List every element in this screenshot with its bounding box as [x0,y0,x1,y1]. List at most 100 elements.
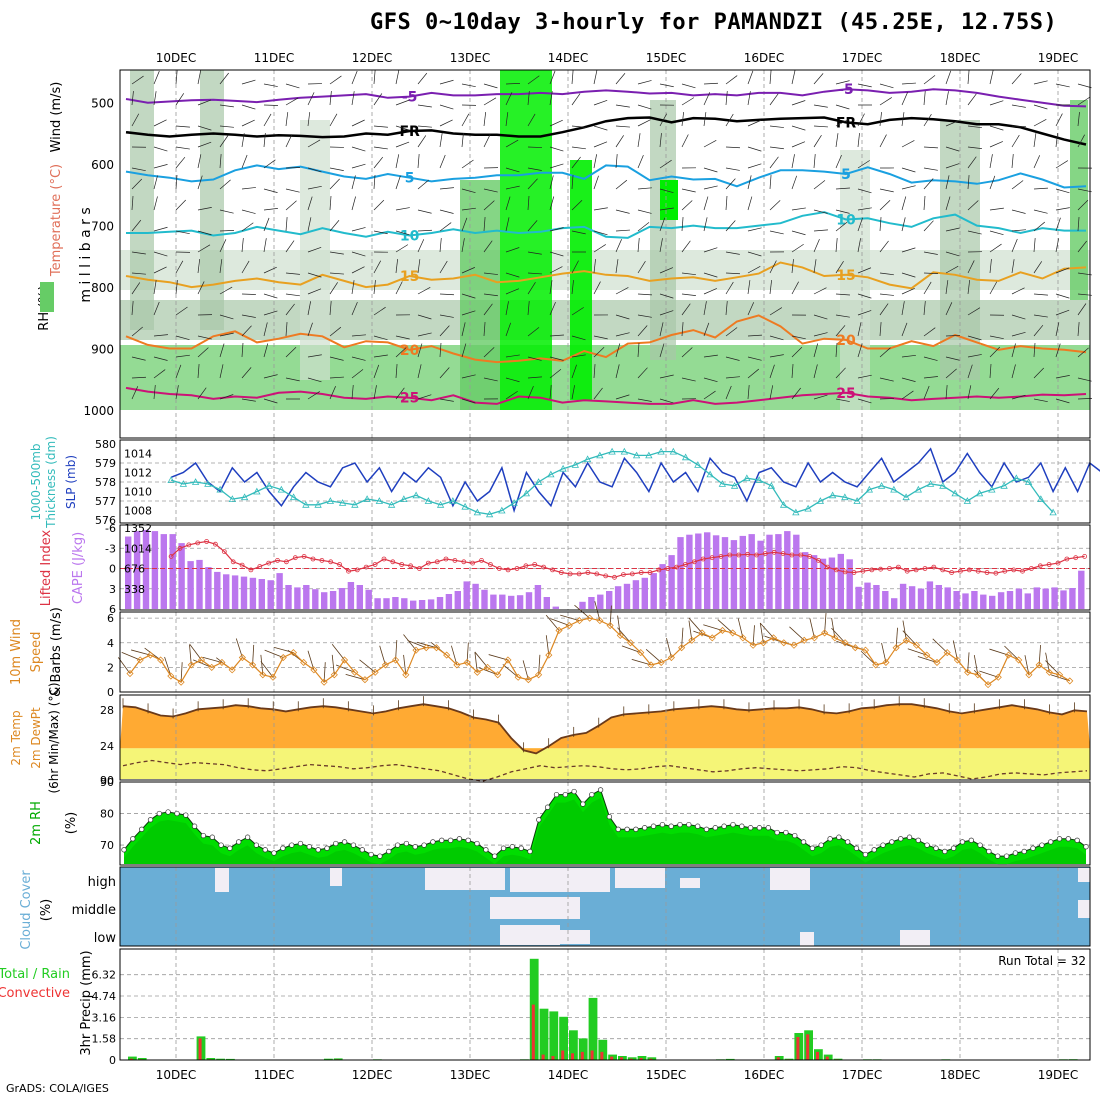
rh-point [227,845,233,851]
rh-point [253,842,260,848]
rh-column [1070,100,1088,300]
li-point [940,567,946,573]
thickness-point [240,493,249,501]
rh-point [800,839,807,845]
wind-speed-point [657,658,665,667]
li-point [470,560,476,566]
x-tick-bottom: 19DEC [1038,1068,1078,1082]
cape-bar [873,585,880,609]
isotherm-label: 10 [400,228,420,244]
thickness-point [890,485,898,493]
thickness-point [632,451,641,459]
li-point [762,551,768,556]
label-2m-rh: 2m RH [29,801,44,845]
li-point [443,556,449,562]
rh-point [1021,848,1027,855]
below-surface [120,410,1090,438]
rh-point [580,801,586,807]
thickness-point [1024,478,1033,485]
temp-frame [119,694,1091,781]
li-point [550,567,555,573]
wind-speed-point [575,617,584,625]
li-point [541,564,546,570]
cloud-clear-patch [1078,868,1090,882]
wind-speed-point [831,634,839,642]
label-2m-temp: 2m Temp [9,710,23,765]
wind-speed-point [1025,671,1033,679]
thickness-point [167,476,175,483]
rh-point [968,837,974,843]
cape-bar [321,592,328,609]
y-tick-pressure: 1000 [83,404,114,418]
isotherm-label: FR [399,124,420,140]
wind-speed-point [606,621,614,630]
label-speed: Speed [29,632,44,673]
li-point [239,562,245,568]
cape-bar [588,597,595,609]
cape-bar [668,555,675,609]
rh-point [1012,850,1019,856]
li-point [390,559,396,565]
cape-bar [1024,593,1031,609]
li-point [204,539,210,544]
wind-speed-point [330,671,338,679]
thickness-point [620,447,629,455]
wind-speed-point [708,634,716,642]
y-tick-slp: 1008 [124,505,152,518]
rh-point [950,845,957,851]
thickness-point [400,495,408,502]
upper-wind-barbs [131,70,1093,404]
li-point [1002,568,1008,574]
cape-bar [481,589,488,609]
cape-bar [766,534,773,609]
li-point [346,568,351,574]
label-10m-wind: 10m Wind [9,619,24,685]
thickness-point [706,470,714,478]
cape-bar [971,591,978,609]
rh-point [906,834,913,840]
li-point [878,566,883,572]
thickness-point [914,485,923,493]
cape-bar [784,531,791,609]
y-tick-precip: 3.16 [92,1011,117,1024]
y-tick-pressure: 500 [91,97,114,111]
cape-bar [490,594,497,609]
cape-bar [1015,588,1023,609]
li-point [195,540,201,546]
rh-point [439,837,445,843]
rh-point [447,837,454,843]
label-cloud-cover: Cloud Cover [19,870,34,950]
cloud-clear-patch [215,868,229,892]
wind-speed-point [637,649,645,657]
surface-wind-barbs [117,601,1070,685]
li-point [860,568,866,574]
y-tick-li: 6 [109,603,116,616]
precip-total-bar [216,1058,225,1060]
wind-speed-point [1004,651,1013,659]
li-point [461,559,467,565]
wind-speed-point [994,673,1002,681]
grads-credit: GrADS: COLA/IGES [6,1082,109,1095]
cloud-level-middle: middle [72,903,116,918]
cape-bar [606,591,613,609]
rh-point [827,836,833,842]
label-3hr-precip: 3hr Precip (mm) [79,950,94,1055]
cape-bar [579,601,586,609]
thickness-point [1049,508,1057,516]
thickness-point [1000,481,1008,489]
x-tick-top: 15DEC [646,51,686,65]
isotherm-label: 25 [400,391,419,407]
wind-speed-point [626,639,635,647]
li-point [487,562,493,567]
thickness-point [963,497,972,504]
y-tick-li: -6 [105,522,116,535]
li-point [647,570,653,575]
li-point [665,566,671,571]
cape-bar [855,586,862,609]
cape-bar [641,577,648,609]
cape-bar [917,588,925,609]
rh-point [986,848,992,855]
x-tick-top: 10DEC [156,51,196,65]
precip-frame [119,948,1091,1061]
